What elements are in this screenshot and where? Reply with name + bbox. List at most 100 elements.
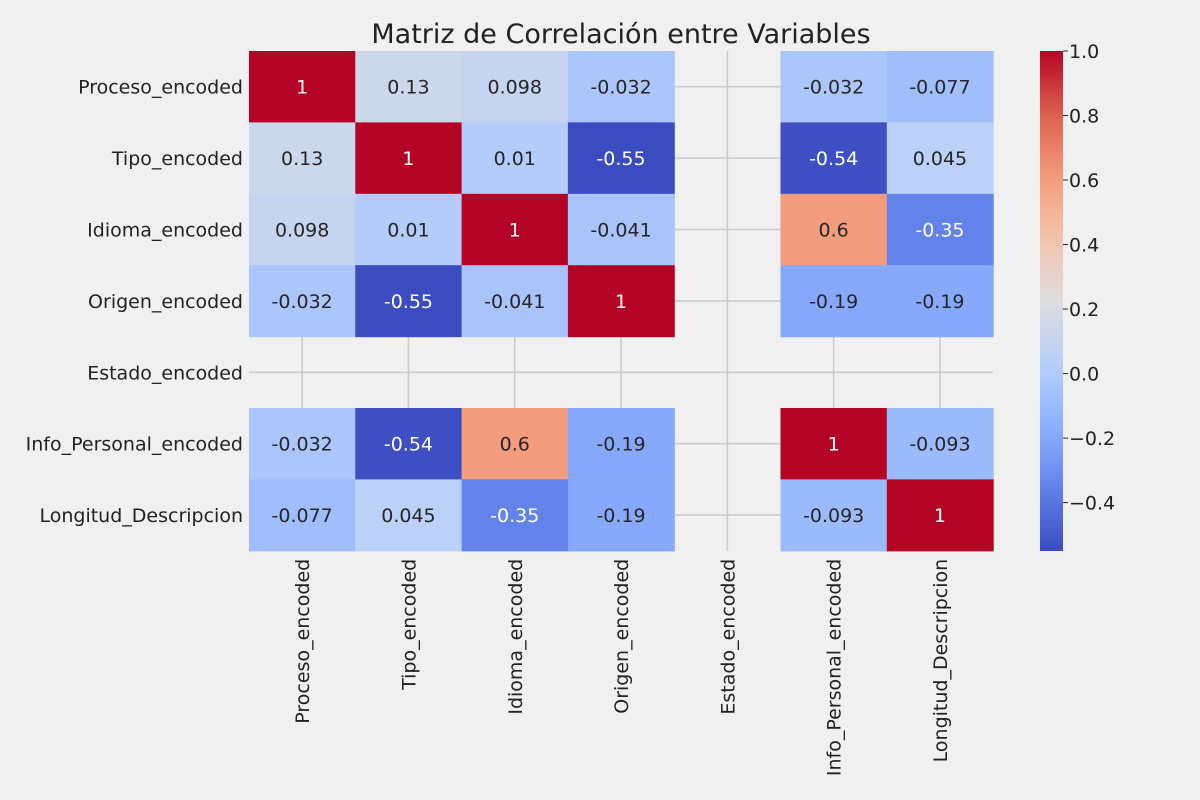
cell-annotation: -0.54 bbox=[809, 148, 858, 170]
cell-annotation: -0.55 bbox=[596, 148, 645, 170]
heatmap-cell bbox=[355, 193, 463, 266]
heatmap-cell bbox=[567, 479, 675, 552]
column-tick-label: Origen_encoded bbox=[611, 559, 633, 714]
heatmap-cell bbox=[567, 408, 675, 480]
column-tick-label: Idioma_encoded bbox=[505, 559, 527, 715]
cell-annotation: -0.54 bbox=[384, 434, 433, 456]
row-tick-label: Info_Personal_encoded bbox=[26, 434, 243, 456]
heatmap-cell bbox=[567, 265, 675, 338]
cell-annotation: 0.045 bbox=[381, 505, 435, 527]
cell-annotation: -0.032 bbox=[272, 434, 333, 456]
column-tick-label: Proceso_encoded bbox=[292, 559, 314, 724]
cell-annotation: -0.55 bbox=[384, 291, 433, 313]
column-tick-label: Estado_encoded bbox=[717, 559, 739, 715]
cell-annotation: 1 bbox=[934, 505, 946, 527]
heatmap-cell bbox=[461, 122, 569, 195]
colorbar-tick-label: 0.2 bbox=[1069, 299, 1099, 321]
cell-annotation: -0.093 bbox=[909, 434, 970, 456]
cell-annotation: 0.6 bbox=[500, 434, 530, 456]
colorbar-tick-label: 0.4 bbox=[1069, 235, 1099, 257]
row-tick-label: Estado_encoded bbox=[87, 362, 243, 384]
heatmap-cell bbox=[249, 408, 356, 480]
cell-annotation: 0.13 bbox=[387, 77, 429, 99]
colorbar-gradient bbox=[1040, 51, 1063, 551]
cell-annotation: -0.35 bbox=[915, 220, 964, 242]
heatmap-cell bbox=[355, 122, 463, 195]
cell-annotation: -0.19 bbox=[915, 291, 964, 313]
heatmap-cell bbox=[461, 193, 569, 266]
heatmap-cell bbox=[249, 479, 356, 552]
heatmap-cell bbox=[355, 51, 463, 123]
heatmap-cell bbox=[567, 122, 675, 195]
cell-annotation: 0.13 bbox=[281, 148, 323, 170]
cell-annotation: -0.032 bbox=[803, 77, 864, 99]
cell-annotation: 1 bbox=[828, 434, 840, 456]
heatmap-cell bbox=[780, 265, 888, 338]
row-tick-label: Idioma_encoded bbox=[87, 220, 243, 242]
colorbar-tick-label: 0.6 bbox=[1069, 170, 1099, 192]
heatmap-cell bbox=[886, 265, 994, 338]
heatmap-cell bbox=[355, 479, 463, 552]
heatmap-cell bbox=[461, 408, 569, 480]
cell-annotation: -0.19 bbox=[596, 505, 645, 527]
heatmap-cell bbox=[780, 51, 888, 123]
cell-annotation: -0.077 bbox=[272, 505, 333, 527]
heatmap-cell bbox=[886, 122, 994, 195]
cell-annotation: 0.045 bbox=[913, 148, 967, 170]
row-tick-label: Proceso_encoded bbox=[78, 77, 243, 99]
cell-annotation: 0.6 bbox=[819, 220, 849, 242]
row-tick-label: Tipo_encoded bbox=[111, 148, 243, 170]
cell-annotation: -0.032 bbox=[272, 291, 333, 313]
cell-annotation: 1 bbox=[615, 291, 627, 313]
colorbar-tick-label: −0.2 bbox=[1069, 428, 1115, 450]
column-tick-label: Tipo_encoded bbox=[398, 559, 420, 691]
row-tick-labels: Proceso_encoded Tipo_encoded Idioma_encode… bbox=[26, 77, 243, 527]
cell-annotation: 1 bbox=[402, 148, 414, 170]
heatmap-cell bbox=[249, 193, 356, 266]
heatmap-cell bbox=[780, 479, 888, 552]
heatmap-cell bbox=[886, 193, 994, 266]
heatmap-cell bbox=[886, 51, 994, 123]
cell-annotation: 0.098 bbox=[488, 77, 542, 99]
heatmap-cell bbox=[780, 193, 888, 266]
cell-annotation: -0.077 bbox=[909, 77, 970, 99]
heatmap-cell bbox=[249, 122, 356, 195]
heatmap-cell bbox=[461, 479, 569, 552]
heatmap-cell bbox=[355, 408, 463, 480]
colorbar bbox=[1040, 51, 1063, 551]
cell-annotation: -0.093 bbox=[803, 505, 864, 527]
heatmap-cell bbox=[567, 51, 675, 123]
heatmap-cell bbox=[780, 408, 888, 480]
cell-annotation: 0.01 bbox=[494, 148, 536, 170]
column-tick-labels: Proceso_encoded Tipo_encoded Idioma_encode… bbox=[292, 559, 952, 776]
cell-annotation: 1 bbox=[296, 77, 308, 99]
chart-title: Matriz de Correlación entre Variables bbox=[371, 19, 870, 50]
heatmap-cell bbox=[249, 51, 356, 123]
colorbar-tick-label: 0.0 bbox=[1069, 364, 1099, 386]
colorbar-ticks: 1.0 0.8 0.6 0.4 0.2 0.0 −0.2 −0.4 bbox=[1063, 41, 1115, 515]
heatmap-cell bbox=[886, 408, 994, 480]
cell-annotation: -0.041 bbox=[590, 220, 651, 242]
colorbar-tick-label: 0.8 bbox=[1069, 106, 1099, 128]
heatmap-cells bbox=[249, 51, 994, 552]
cell-annotations: 1 0.13 0.098 -0.032 -0.032 -0.077 0.13 1 0.01 -0.… bbox=[272, 77, 971, 527]
heatmap-cell bbox=[461, 265, 569, 338]
colorbar-tick-label: 1.0 bbox=[1069, 41, 1099, 63]
heatmap-cell bbox=[886, 479, 994, 552]
cell-annotation: 0.01 bbox=[387, 220, 429, 242]
cell-annotation: -0.19 bbox=[809, 291, 858, 313]
column-tick-label: Info_Personal_encoded bbox=[824, 559, 846, 776]
column-tick-label: Longitud_Descripcion bbox=[930, 559, 952, 763]
row-tick-label: Longitud_Descripcion bbox=[39, 505, 243, 527]
cell-annotation: 1 bbox=[509, 220, 521, 242]
heatmap-cell bbox=[355, 265, 463, 338]
cell-annotation: -0.032 bbox=[590, 77, 651, 99]
cell-annotation: -0.19 bbox=[596, 434, 645, 456]
colorbar-tick-label: −0.4 bbox=[1069, 493, 1115, 515]
cell-annotation: 0.098 bbox=[275, 220, 329, 242]
cell-annotation: -0.041 bbox=[484, 291, 545, 313]
heatmap-cell bbox=[461, 51, 569, 123]
heatmap-cell bbox=[567, 193, 675, 266]
